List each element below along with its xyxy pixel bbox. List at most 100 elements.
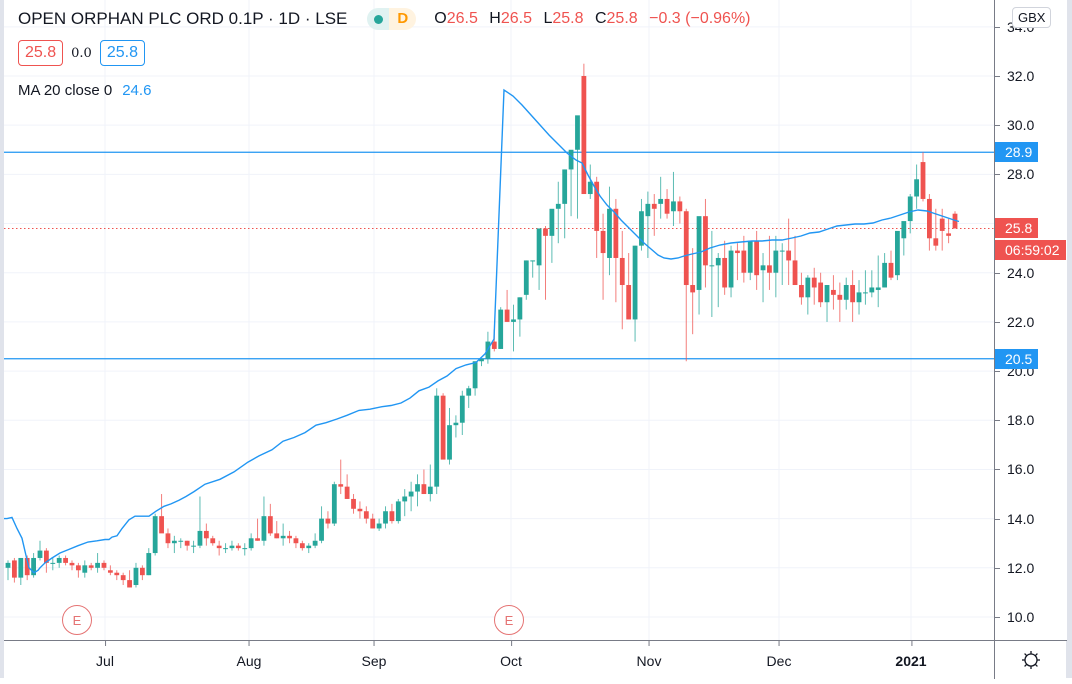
candle bbox=[415, 474, 420, 507]
candle bbox=[639, 198, 644, 251]
candle bbox=[664, 189, 670, 219]
market-status-pill[interactable]: D bbox=[367, 8, 417, 30]
candle bbox=[856, 280, 862, 315]
candle bbox=[632, 245, 638, 342]
candle bbox=[43, 548, 49, 573]
candle bbox=[715, 253, 721, 308]
time-tick-label: Dec bbox=[766, 641, 792, 669]
sell-price-button[interactable]: 25.8 bbox=[18, 40, 64, 66]
candle bbox=[18, 557, 24, 586]
candle bbox=[536, 228, 542, 290]
candle bbox=[587, 164, 593, 199]
right-panel-edge bbox=[1066, 0, 1072, 678]
indicator-legend-ma20[interactable]: MA 20 close 0 24.6 bbox=[18, 82, 151, 99]
candle bbox=[229, 540, 235, 551]
candle bbox=[56, 555, 62, 568]
currency-button[interactable]: GBX bbox=[1012, 7, 1052, 28]
candle bbox=[747, 240, 753, 281]
time-tick-label: 2021 bbox=[895, 641, 927, 669]
resistance-label: 28.9 bbox=[995, 142, 1039, 163]
countdown-label: 06:59:02 bbox=[995, 240, 1066, 261]
price-tick-label: 28.0 bbox=[994, 166, 1035, 183]
candle bbox=[735, 243, 740, 281]
price-axis[interactable]: 32.0 30.0 28.0 24.0 22.0 20.0 18.0 16.0 14.0 12.0… bbox=[994, 0, 1067, 640]
candle bbox=[210, 535, 216, 546]
price-tick-label: 16.0 bbox=[994, 461, 1035, 478]
candle bbox=[331, 481, 337, 526]
candle bbox=[203, 523, 209, 546]
time-tick-label: Aug bbox=[236, 641, 262, 669]
candle bbox=[946, 218, 952, 244]
candle bbox=[543, 225, 548, 300]
candle bbox=[779, 243, 785, 286]
candle bbox=[133, 562, 139, 588]
candle bbox=[37, 540, 43, 561]
candle bbox=[95, 553, 100, 573]
symbol-title[interactable]: OPEN ORPHAN PLC ORD 0.1P · 1D · LSE bbox=[18, 9, 348, 28]
candle bbox=[626, 253, 632, 320]
candle bbox=[325, 511, 331, 529]
time-tick-label: Nov bbox=[636, 641, 662, 669]
candle bbox=[517, 297, 523, 337]
candle bbox=[703, 198, 708, 288]
candle bbox=[690, 248, 696, 335]
candle bbox=[363, 506, 369, 524]
candle bbox=[888, 250, 894, 281]
candle bbox=[895, 230, 900, 281]
candle bbox=[293, 535, 299, 549]
candle bbox=[927, 194, 932, 251]
price-tick-label: 30.0 bbox=[994, 117, 1035, 134]
candlestick-chart[interactable] bbox=[4, 0, 994, 640]
time-tick-label: Sep bbox=[361, 641, 387, 669]
candle bbox=[824, 285, 830, 322]
candle bbox=[504, 289, 510, 322]
candle bbox=[408, 481, 414, 512]
candle bbox=[472, 361, 478, 396]
open-key: O bbox=[434, 10, 447, 27]
ma20-line bbox=[4, 88, 960, 574]
candle bbox=[159, 494, 164, 534]
candle bbox=[811, 267, 817, 305]
indicator-value: 24.6 bbox=[122, 82, 152, 99]
candle bbox=[191, 540, 196, 554]
candle bbox=[843, 277, 849, 310]
candle bbox=[453, 415, 459, 438]
candle bbox=[773, 235, 779, 298]
market-open-dot-icon bbox=[367, 8, 390, 30]
high-key: H bbox=[489, 10, 501, 27]
candle bbox=[139, 565, 145, 581]
candle bbox=[184, 540, 190, 551]
price-tick-label: 14.0 bbox=[994, 510, 1035, 527]
candle bbox=[850, 270, 856, 322]
candle bbox=[831, 275, 836, 310]
candle bbox=[696, 216, 702, 315]
price-tick-label: 22.0 bbox=[994, 313, 1035, 330]
candle bbox=[907, 194, 913, 234]
candle bbox=[107, 565, 113, 576]
candle bbox=[447, 407, 452, 465]
candle bbox=[248, 533, 254, 551]
candle bbox=[581, 63, 587, 195]
chart-settings-corner[interactable] bbox=[994, 640, 1067, 679]
time-tick-label: Jul bbox=[96, 641, 114, 669]
earnings-event-icon[interactable]: E bbox=[62, 605, 92, 635]
open-value: 26.5 bbox=[446, 10, 478, 27]
price-change: −0.3 (−0.96%) bbox=[649, 10, 751, 27]
candle bbox=[523, 260, 529, 300]
candle bbox=[152, 513, 158, 556]
price-tick-label: 24.0 bbox=[994, 264, 1035, 281]
candle bbox=[344, 474, 350, 499]
settings-gear-icon[interactable] bbox=[995, 641, 1067, 679]
candle bbox=[562, 169, 568, 239]
close-key: C bbox=[594, 10, 607, 27]
candle bbox=[357, 501, 363, 519]
candle bbox=[165, 528, 171, 549]
bid-ask-row: 25.8 0.0 25.8 bbox=[18, 40, 145, 66]
earnings-event-icon[interactable]: E bbox=[494, 605, 524, 635]
candle bbox=[658, 176, 664, 219]
candle bbox=[216, 540, 222, 556]
buy-price-button[interactable]: 25.8 bbox=[99, 40, 145, 66]
candle bbox=[421, 469, 427, 495]
price-chart-pane[interactable]: OPEN ORPHAN PLC ORD 0.1P · 1D · LSE D O2… bbox=[4, 0, 994, 640]
time-axis[interactable]: Jul Aug Sep Oct Nov Dec 2021 bbox=[4, 640, 994, 679]
